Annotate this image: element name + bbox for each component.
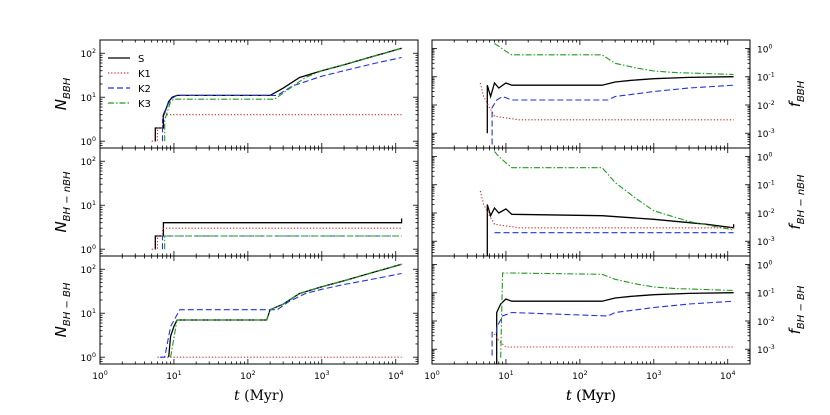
y-tick-label: 10-1: [757, 180, 775, 192]
series-k2-line: [491, 300, 734, 356]
y-tick-label: 10-2: [757, 100, 775, 112]
axes-frame: [431, 39, 751, 149]
series-k1-line: [479, 190, 734, 229]
x-tick-label: 104: [720, 370, 735, 382]
y-axis-label-right: fBH − BH: [786, 285, 807, 334]
series-k1-line: [494, 333, 734, 348]
legend-label-k3: K3: [138, 99, 151, 110]
x-tick-label: 101: [498, 370, 513, 382]
x-tick-label: 100: [92, 370, 107, 382]
series-k2-line: [491, 84, 734, 145]
axes-frame: [431, 147, 751, 257]
y-tick-label: 10-3: [757, 236, 775, 248]
y-tick-label: 10-2: [757, 208, 775, 220]
y-axis-label-left: NBBH: [52, 77, 73, 110]
axes-frame: [99, 147, 419, 257]
series-s-line: [168, 263, 402, 358]
x-tick-label: 102: [240, 370, 255, 382]
x-tick-label: 100: [424, 370, 439, 382]
series-s-line: [154, 218, 403, 250]
panel-row1-right: 10-3 10-2 10-1 100 fBBH: [431, 39, 807, 149]
y-tick-label: 100: [757, 43, 772, 55]
y-tick-label: 100: [81, 352, 96, 364]
y-axis-label-left: NBH − BH: [52, 282, 73, 337]
series-s-line: [154, 47, 402, 142]
series-k1-line: [151, 114, 402, 142]
panel-row3-right: 10-3 10-2 10-1 100 100 101 102 103 104 t (Myr) fBH…: [424, 255, 807, 404]
y-tick-label: 100: [81, 244, 96, 256]
legend: S K1 K2 K3: [108, 54, 151, 110]
y-tick-label: 101: [81, 92, 96, 104]
y-tick-label: 10-1: [757, 288, 775, 300]
y-tick-label: 100: [81, 136, 96, 148]
y-tick-label: 102: [81, 264, 96, 276]
y-axis-label-left: NBH − nBH: [52, 171, 73, 233]
y-axis-label-right: fBH − nBH: [786, 174, 807, 230]
legend-label-k2: K2: [138, 84, 151, 95]
y-tick-label: 100: [757, 151, 772, 163]
x-tick-label: 104: [388, 370, 403, 382]
series-k3-line: [164, 235, 402, 250]
x-tick-label: 103: [314, 370, 329, 382]
y-tick-label: 10-1: [757, 72, 775, 84]
axes-frame: [431, 255, 751, 365]
series-k3-line: [500, 272, 734, 358]
x-tick-label: 102: [572, 370, 587, 382]
series-k3-line: [164, 47, 402, 142]
x-tick-label: 103: [646, 370, 661, 382]
y-tick-label: 100: [757, 259, 772, 271]
x-axis-label: t (Myr): [566, 388, 616, 404]
y-tick-label: 101: [81, 200, 96, 212]
y-axis-label-right: fBBH: [786, 80, 807, 107]
panel-row2-left: 100 101 102 NBH − nBH: [52, 147, 419, 257]
series-k1-line: [479, 82, 734, 121]
x-tick-label: 101: [166, 370, 181, 382]
series-k3-line: [494, 151, 734, 231]
y-tick-label: 101: [81, 308, 96, 320]
axes-frame: [99, 255, 419, 365]
legend-label-s: S: [138, 54, 144, 65]
x-axis-label: t (Myr): [566, 388, 616, 404]
series-s-line: [496, 292, 734, 364]
y-tick-label: 102: [81, 156, 96, 168]
y-tick-label: 10-3: [757, 128, 775, 140]
series-k3-line: [170, 263, 402, 358]
panel-row1-left: 100 101 102 NBBH S K1 K2 K3: [52, 39, 419, 149]
series-k2-line: [160, 272, 402, 358]
legend-label-k1: K1: [138, 69, 151, 80]
y-tick-label: 10-2: [757, 316, 775, 328]
y-tick-label: 102: [81, 48, 96, 60]
series-s-line: [486, 76, 734, 134]
series-s-line: [486, 204, 735, 256]
panel-row3-left: 100 101 102 100 101 102 103 104 t (Myr) NBH − BH: [52, 255, 419, 404]
panel-row2-right: 10-3 10-2 10-1 100 fBH − nBH: [431, 147, 807, 257]
series-k2-line: [161, 235, 402, 250]
series-k2-line: [161, 56, 402, 142]
y-tick-label: 10-3: [757, 344, 775, 356]
x-axis-label: t (Myr): [234, 388, 284, 404]
series-k1-line: [151, 227, 402, 250]
series-k3-line: [494, 43, 734, 76]
